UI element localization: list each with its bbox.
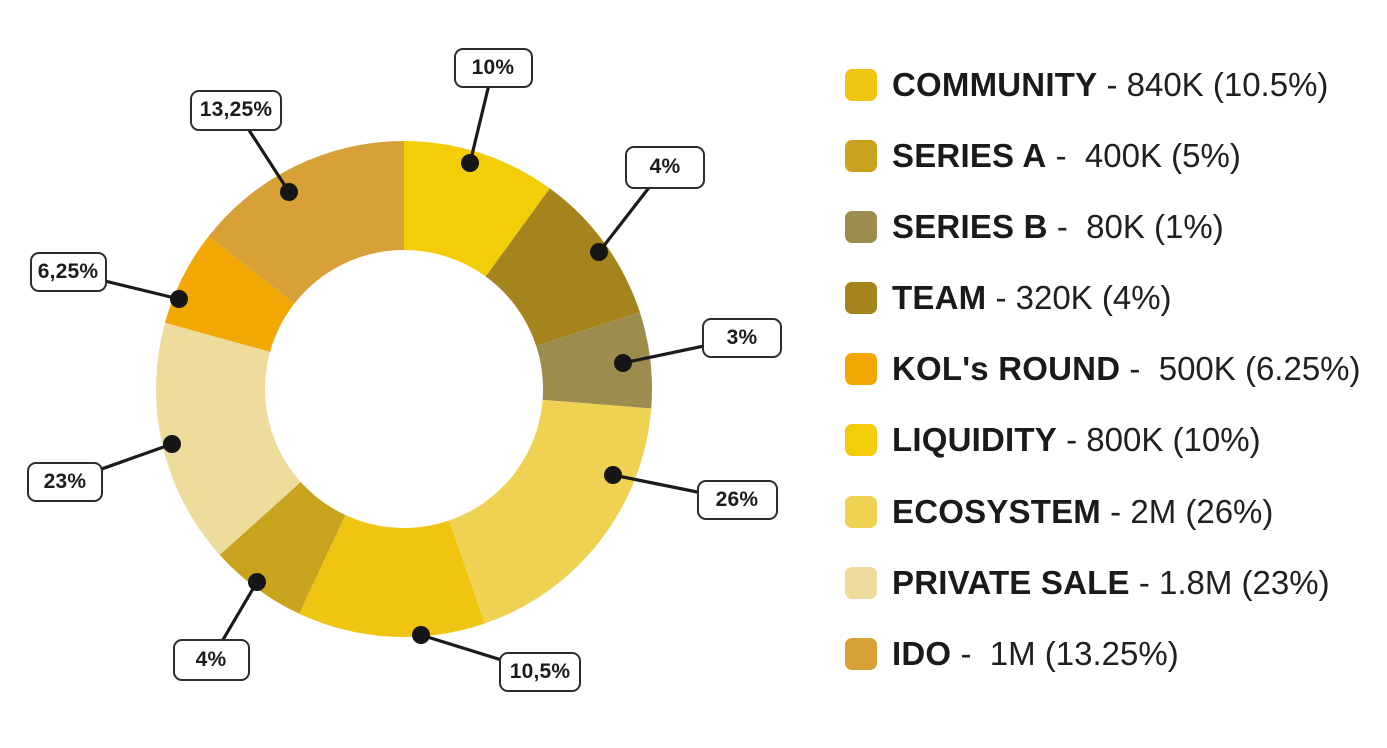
legend-item-value: - 400K (5%): [1046, 137, 1241, 175]
slice-ido: [208, 141, 404, 304]
callout-label-series-b: 3%: [702, 318, 782, 358]
slice-private-sale: [155, 322, 301, 555]
legend-swatch: [845, 282, 877, 315]
legend: COMMUNITY - 840K (10.5%) SERIES A - 400K …: [845, 49, 1361, 689]
legend-item-kol-s-round: KOL's ROUND - 500K (6.25%): [845, 334, 1361, 405]
legend-item-series-b: SERIES B - 80K (1%): [845, 192, 1361, 263]
legend-item-series-a: SERIES A - 400K (5%): [845, 120, 1361, 191]
callout-dot-icon: [170, 290, 188, 308]
legend-item-label: SERIES B: [892, 208, 1048, 246]
slice-liquidity: [404, 141, 550, 277]
callout-dot-icon: [461, 154, 479, 172]
callout-label-community: 10,5%: [499, 652, 581, 692]
legend-swatch: [845, 424, 877, 457]
slice-kol-s-round: [165, 236, 295, 352]
legend-item-value: - 840K (10.5%): [1097, 65, 1329, 103]
legend-swatch: [845, 637, 877, 670]
legend-item-value: - 500K (6.25%): [1120, 350, 1361, 388]
callout-dot-icon: [248, 573, 266, 591]
legend-item-value: - 1.8M (23%): [1129, 563, 1330, 601]
callout-dot-icon: [604, 466, 622, 484]
legend-item-label: PRIVATE SALE: [892, 563, 1130, 601]
callout-dot-icon: [280, 183, 298, 201]
legend-swatch: [845, 211, 877, 244]
legend-item-label: TEAM: [892, 279, 987, 317]
slice-ecosystem: [449, 399, 652, 624]
legend-swatch: [845, 566, 877, 599]
legend-item-liquidity: LIQUIDITY - 800K (10%): [845, 405, 1361, 476]
callout-label-liquidity: 10%: [453, 48, 533, 88]
legend-swatch: [845, 140, 877, 173]
legend-swatch: [845, 68, 877, 101]
legend-swatch: [845, 353, 877, 386]
callout-dot-icon: [163, 435, 181, 453]
legend-item-label: COMMUNITY: [892, 65, 1098, 103]
legend-item-value: - 320K (4%): [986, 279, 1172, 317]
legend-item-value: - 1M (13.25%): [951, 634, 1179, 672]
callout-dot-icon: [614, 354, 632, 372]
callout-dot-icon: [412, 626, 430, 644]
legend-item-label: LIQUIDITY: [892, 421, 1057, 459]
legend-item-label: KOL's ROUND: [892, 350, 1121, 388]
legend-item-label: ECOSYSTEM: [892, 492, 1102, 530]
legend-item-team: TEAM - 320K (4%): [845, 263, 1361, 334]
callout-label-ecosystem: 26%: [696, 480, 778, 520]
callout-label-series-a: 4%: [172, 639, 250, 681]
legend-item-private-sale: PRIVATE SALE - 1.8M (23%): [845, 547, 1361, 618]
callout-label-kol-s-round: 6,25%: [29, 252, 107, 292]
legend-item-label: SERIES A: [892, 137, 1047, 175]
callout-label-team: 4%: [625, 145, 705, 189]
callout-dot-icon: [590, 243, 608, 261]
legend-swatch: [845, 495, 877, 528]
legend-item-value: - 80K (1%): [1047, 208, 1224, 246]
slice-series-b: [536, 312, 652, 409]
legend-item-community: COMMUNITY - 840K (10.5%): [845, 49, 1361, 120]
legend-item-label: IDO: [892, 634, 952, 672]
callout-label-ido: 13,25%: [190, 89, 282, 131]
legend-item-ecosystem: ECOSYSTEM - 2M (26%): [845, 476, 1361, 547]
legend-item-value: - 2M (26%): [1101, 492, 1274, 530]
legend-item-value: - 800K (10%): [1056, 421, 1261, 459]
slice-team: [485, 188, 640, 346]
legend-item-ido: IDO - 1M (13.25%): [845, 618, 1361, 689]
callout-label-private-sale: 23%: [27, 462, 103, 502]
slice-community: [299, 515, 485, 638]
